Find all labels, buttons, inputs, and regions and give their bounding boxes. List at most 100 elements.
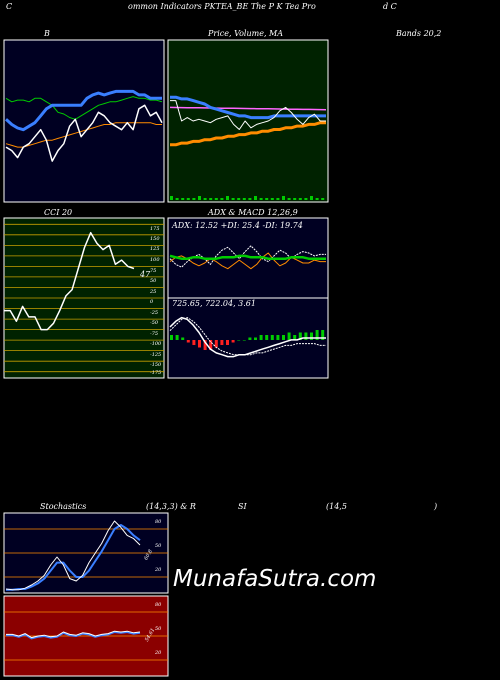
stoch-tick-20: 20 — [155, 567, 162, 573]
macd-histogram-bar — [248, 337, 252, 340]
volume-bar — [270, 198, 274, 200]
macd-histogram-bar — [287, 332, 291, 340]
adx-title: ADX & MACD 12,26,9 — [208, 208, 298, 217]
price-panel — [167, 39, 329, 203]
cci-title: CCI 20 — [44, 208, 73, 217]
cci-tick-0: 175 — [150, 226, 160, 232]
price-ma-magenta — [169, 106, 327, 111]
cci-tick-12: -125 — [150, 352, 162, 358]
macd-histogram-bar — [226, 340, 229, 345]
macd-histogram-bar — [310, 332, 313, 340]
cci-line — [4, 231, 135, 331]
header-title: ommon Indicators PKTEA_BE The P K Tea Pr… — [128, 2, 316, 11]
macd-histogram-bar — [220, 340, 224, 345]
rsi-params-close: ) — [434, 502, 438, 511]
macd-histogram-bar — [198, 340, 201, 348]
adx-line — [169, 254, 326, 260]
volume-bar — [203, 198, 207, 200]
volume-bar — [226, 196, 229, 200]
macd-histogram-bar — [321, 330, 325, 340]
volume-bar — [231, 198, 235, 200]
volume-bar — [304, 198, 308, 200]
cci-tick-2: 125 — [150, 246, 160, 252]
volume-bar — [237, 198, 241, 200]
macd-histogram-bar — [186, 340, 190, 343]
volume-bar — [170, 196, 173, 200]
rsi-tick-50: 50 — [155, 626, 162, 632]
bands-title: Bands 20,2 — [396, 29, 442, 38]
macd-values-label: 725.65, 722.04, 3.61 — [172, 299, 256, 308]
volume-bar — [186, 198, 190, 200]
cci-tick-14: -175 — [150, 370, 162, 376]
volume-bar — [254, 196, 257, 200]
cci-tick-8: -25 — [150, 310, 159, 316]
macd-histogram-bar — [214, 340, 218, 348]
volume-bar — [321, 198, 325, 200]
macd-histogram-bar — [237, 340, 241, 341]
rsi-title: SI — [238, 502, 247, 511]
macd-histogram-bar — [315, 330, 319, 340]
rsi-line — [6, 630, 141, 639]
macd-line — [169, 316, 326, 358]
rsi-smooth-line — [6, 631, 141, 640]
stoch-d-line — [6, 524, 141, 591]
bb-upper-band — [5, 96, 163, 120]
bb-lower-band — [5, 122, 162, 148]
macd-histogram-bar — [304, 332, 308, 340]
macd-histogram-bar — [181, 337, 185, 340]
volume-bar — [192, 198, 196, 200]
volume-bar — [259, 198, 263, 200]
volume-bar — [198, 196, 201, 200]
stoch-k-line — [5, 520, 141, 591]
cci-tick-11: -100 — [150, 341, 162, 347]
cci-tick-9: -50 — [150, 320, 159, 326]
watermark: MunafaSutra.com — [173, 566, 377, 592]
header-tail: d C — [383, 2, 397, 11]
stoch-params: (14,3,3) & R — [146, 502, 196, 511]
volume-bar — [181, 198, 185, 200]
macd-histogram-bar — [203, 340, 207, 350]
volume-bar — [298, 198, 302, 200]
macd-histogram-bar — [298, 332, 302, 340]
volume-bar — [209, 198, 213, 200]
macd-signal-line — [169, 317, 326, 356]
rsi-params: (14,5 — [326, 502, 347, 511]
header-c: C — [6, 2, 13, 11]
volume-bar — [310, 196, 313, 200]
cci-tick-3: 100 — [150, 257, 160, 263]
cci-last-value: 47 — [140, 270, 151, 279]
volume-bar — [265, 198, 269, 200]
price-close-line — [170, 100, 326, 130]
stoch-tick-80: 80 — [155, 519, 162, 525]
cci-tick-4: 75 — [150, 268, 157, 274]
macd-histogram-bar — [192, 340, 196, 345]
bbands-panel — [3, 39, 165, 203]
macd-histogram-bar — [293, 335, 297, 340]
volume-bar — [175, 198, 179, 200]
macd-histogram-bar — [276, 335, 280, 340]
adx-plus-di — [169, 245, 326, 268]
macd-histogram-bar — [270, 335, 274, 340]
bbands-title: B — [44, 29, 50, 38]
bb-middle-band — [4, 89, 162, 132]
stoch-tick-50: 50 — [155, 543, 162, 549]
volume-bar — [276, 198, 280, 200]
cci-tick-5: 50 — [150, 278, 157, 284]
macd-histogram-bar — [231, 340, 235, 343]
price-title: Price, Volume, MA — [208, 29, 284, 38]
cci-tick-7: 0 — [150, 299, 154, 305]
price-ma-orange — [170, 121, 326, 147]
rsi-tick-20: 20 — [155, 650, 162, 656]
cci-tick-10: -75 — [150, 331, 159, 337]
volume-bar — [293, 198, 297, 200]
macd-histogram-bar — [170, 335, 173, 340]
macd-histogram-bar — [209, 340, 213, 350]
bb-price-line — [5, 104, 163, 162]
macd-histogram-bar — [175, 335, 179, 340]
volume-bar — [315, 198, 319, 200]
macd-histogram-bar — [282, 335, 285, 340]
volume-bar — [214, 198, 218, 200]
volume-bar — [282, 196, 285, 200]
adx-minus-di — [169, 252, 326, 270]
